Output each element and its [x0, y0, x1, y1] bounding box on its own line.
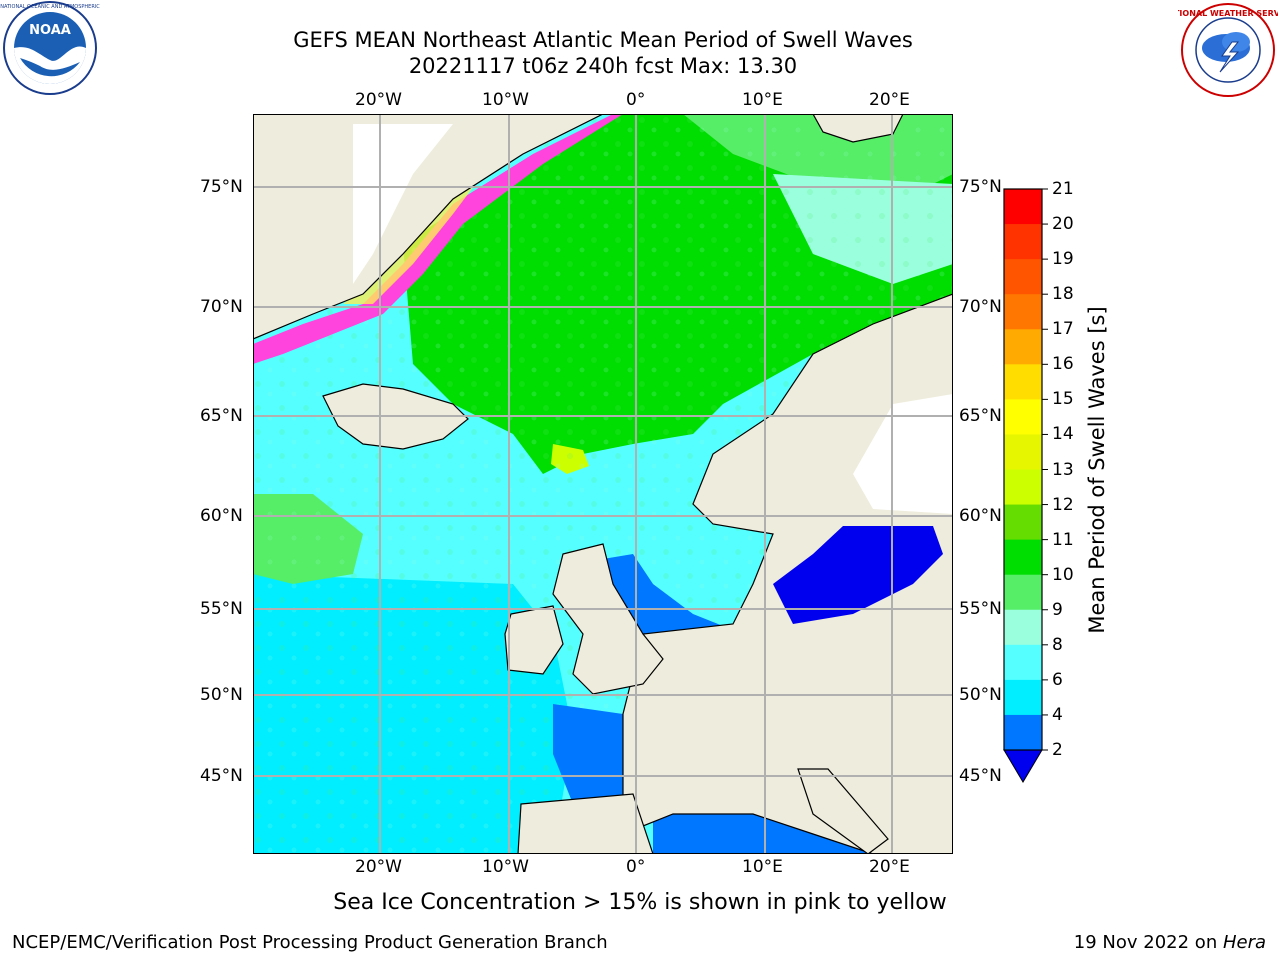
lat-label-left-50n: 50°N [200, 685, 243, 705]
chart-subtitle: 20221117 t06z 240h fcst Max: 13.30 [408, 54, 798, 78]
colorbar-tick-label: 12 [1052, 494, 1074, 515]
colorbar-swatch [1004, 364, 1042, 400]
colorbar-tick-label: 4 [1052, 704, 1063, 725]
lat-label-right-45n: 45°N [959, 766, 1002, 786]
colorbar-swatch [1004, 224, 1042, 260]
lon-label-top-20e: 20°E [869, 90, 910, 110]
colorbar-tick-label: 18 [1052, 284, 1074, 305]
colorbar-tick-label: 11 [1052, 529, 1074, 550]
lon-label-top-10e: 10°E [742, 90, 783, 110]
lat-label-left-75n: 75°N [200, 177, 243, 197]
lat-label-left-55n: 55°N [200, 599, 243, 619]
lat-label-right-75n: 75°N [959, 177, 1002, 197]
lat-label-left-65n: 65°N [200, 406, 243, 426]
colorbar-swatch [1004, 399, 1042, 435]
lat-label-right-55n: 55°N [959, 599, 1002, 619]
lon-label-top-10w: 10°W [482, 90, 529, 110]
colorbar-tick-label: 8 [1052, 634, 1063, 655]
colorbar [1003, 188, 1048, 783]
greenland-white-ice [353, 124, 453, 284]
footer-date: 19 Nov 2022 on Hera [1074, 932, 1266, 953]
greenland [253, 114, 604, 340]
lat-label-left-45n: 45°N [200, 766, 243, 786]
colorbar-tick-label: 13 [1052, 459, 1074, 480]
footer-host: Hera [1222, 932, 1266, 953]
lat-label-right-70n: 70°N [959, 297, 1002, 317]
colorbar-tick-label: 16 [1052, 354, 1074, 375]
colorbar-swatch [1004, 609, 1042, 646]
colorbar-tick-label: 20 [1052, 214, 1074, 235]
chart-title: GEFS MEAN Northeast Atlantic Mean Period… [293, 28, 913, 52]
graticule [253, 114, 953, 854]
baltic-sea-fill [773, 526, 943, 624]
lon-label-top-20w: 20°W [355, 90, 402, 110]
colorbar-swatch [1004, 504, 1042, 541]
svg-text:NATIONAL WEATHER SERVICE: NATIONAL WEATHER SERVICE [1178, 9, 1278, 18]
colorbar-tick-label: 17 [1052, 319, 1074, 340]
colorbar-extend-arrow [1003, 749, 1043, 783]
footer-date-text: 19 Nov 2022 on [1073, 932, 1223, 953]
colorbar-tick-label: 9 [1052, 599, 1063, 620]
ireland [504, 605, 564, 675]
blue-biscay [553, 704, 623, 804]
colorbar-swatch [1004, 679, 1042, 716]
colorbar-tick-label: 10 [1052, 564, 1074, 585]
colorbar-swatch [1004, 539, 1042, 576]
colorbar-swatch [1004, 714, 1042, 751]
lat-label-right-60n: 60°N [959, 506, 1002, 526]
lat-label-right-50n: 50°N [959, 685, 1002, 705]
colorbar-swatch [1004, 434, 1042, 470]
sea-ice-note: Sea Ice Concentration > 15% is shown in … [333, 890, 947, 915]
lon-label-bottom-0: 0° [626, 857, 646, 877]
colorbar-swatch [1004, 189, 1042, 225]
nws-logo: NATIONAL WEATHER SERVICE [1178, 3, 1278, 97]
swell-period-map [253, 114, 953, 854]
lon-label-bottom-20e: 20°E [869, 857, 910, 877]
iberia [517, 793, 654, 854]
colorbar-swatch [1004, 329, 1042, 365]
lon-label-bottom-10e: 10°E [742, 857, 783, 877]
colorbar-tick-label: 21 [1052, 179, 1074, 199]
svg-text:NOAA: NOAA [29, 23, 71, 38]
lat-label-left-60n: 60°N [200, 506, 243, 526]
colorbar-tick-label: 2 [1052, 740, 1063, 760]
colorbar-swatch [1004, 574, 1042, 611]
lon-label-top-0: 0° [626, 90, 646, 110]
noaa-logo: NOAA NATIONAL OCEANIC AND ATMOSPHERIC [0, 1, 100, 95]
colorbar-title: Mean Period of Swell Waves [s] [1085, 306, 1109, 634]
svg-text:NATIONAL OCEANIC AND ATMOSPHER: NATIONAL OCEANIC AND ATMOSPHERIC [0, 4, 100, 10]
footer-branch: NCEP/EMC/Verification Post Processing Pr… [12, 932, 608, 953]
svalbard [812, 114, 904, 143]
lat-label-left-70n: 70°N [200, 297, 243, 317]
colorbar-tick-label: 14 [1052, 424, 1074, 445]
colorbar-swatch [1004, 644, 1042, 681]
colorbar-tick-label: 19 [1052, 249, 1074, 270]
lon-label-bottom-10w: 10°W [482, 857, 529, 877]
colorbar-tick-label: 6 [1052, 669, 1063, 690]
lon-label-bottom-20w: 20°W [355, 857, 402, 877]
colorbar-swatch [1004, 259, 1042, 295]
colorbar-tick-label: 15 [1052, 389, 1074, 410]
italy [797, 768, 889, 854]
lat-label-right-65n: 65°N [959, 406, 1002, 426]
colorbar-swatch [1004, 469, 1042, 506]
colorbar-swatch [1004, 294, 1042, 330]
finland-white [853, 394, 953, 514]
greenland-ice-edge [253, 114, 623, 364]
